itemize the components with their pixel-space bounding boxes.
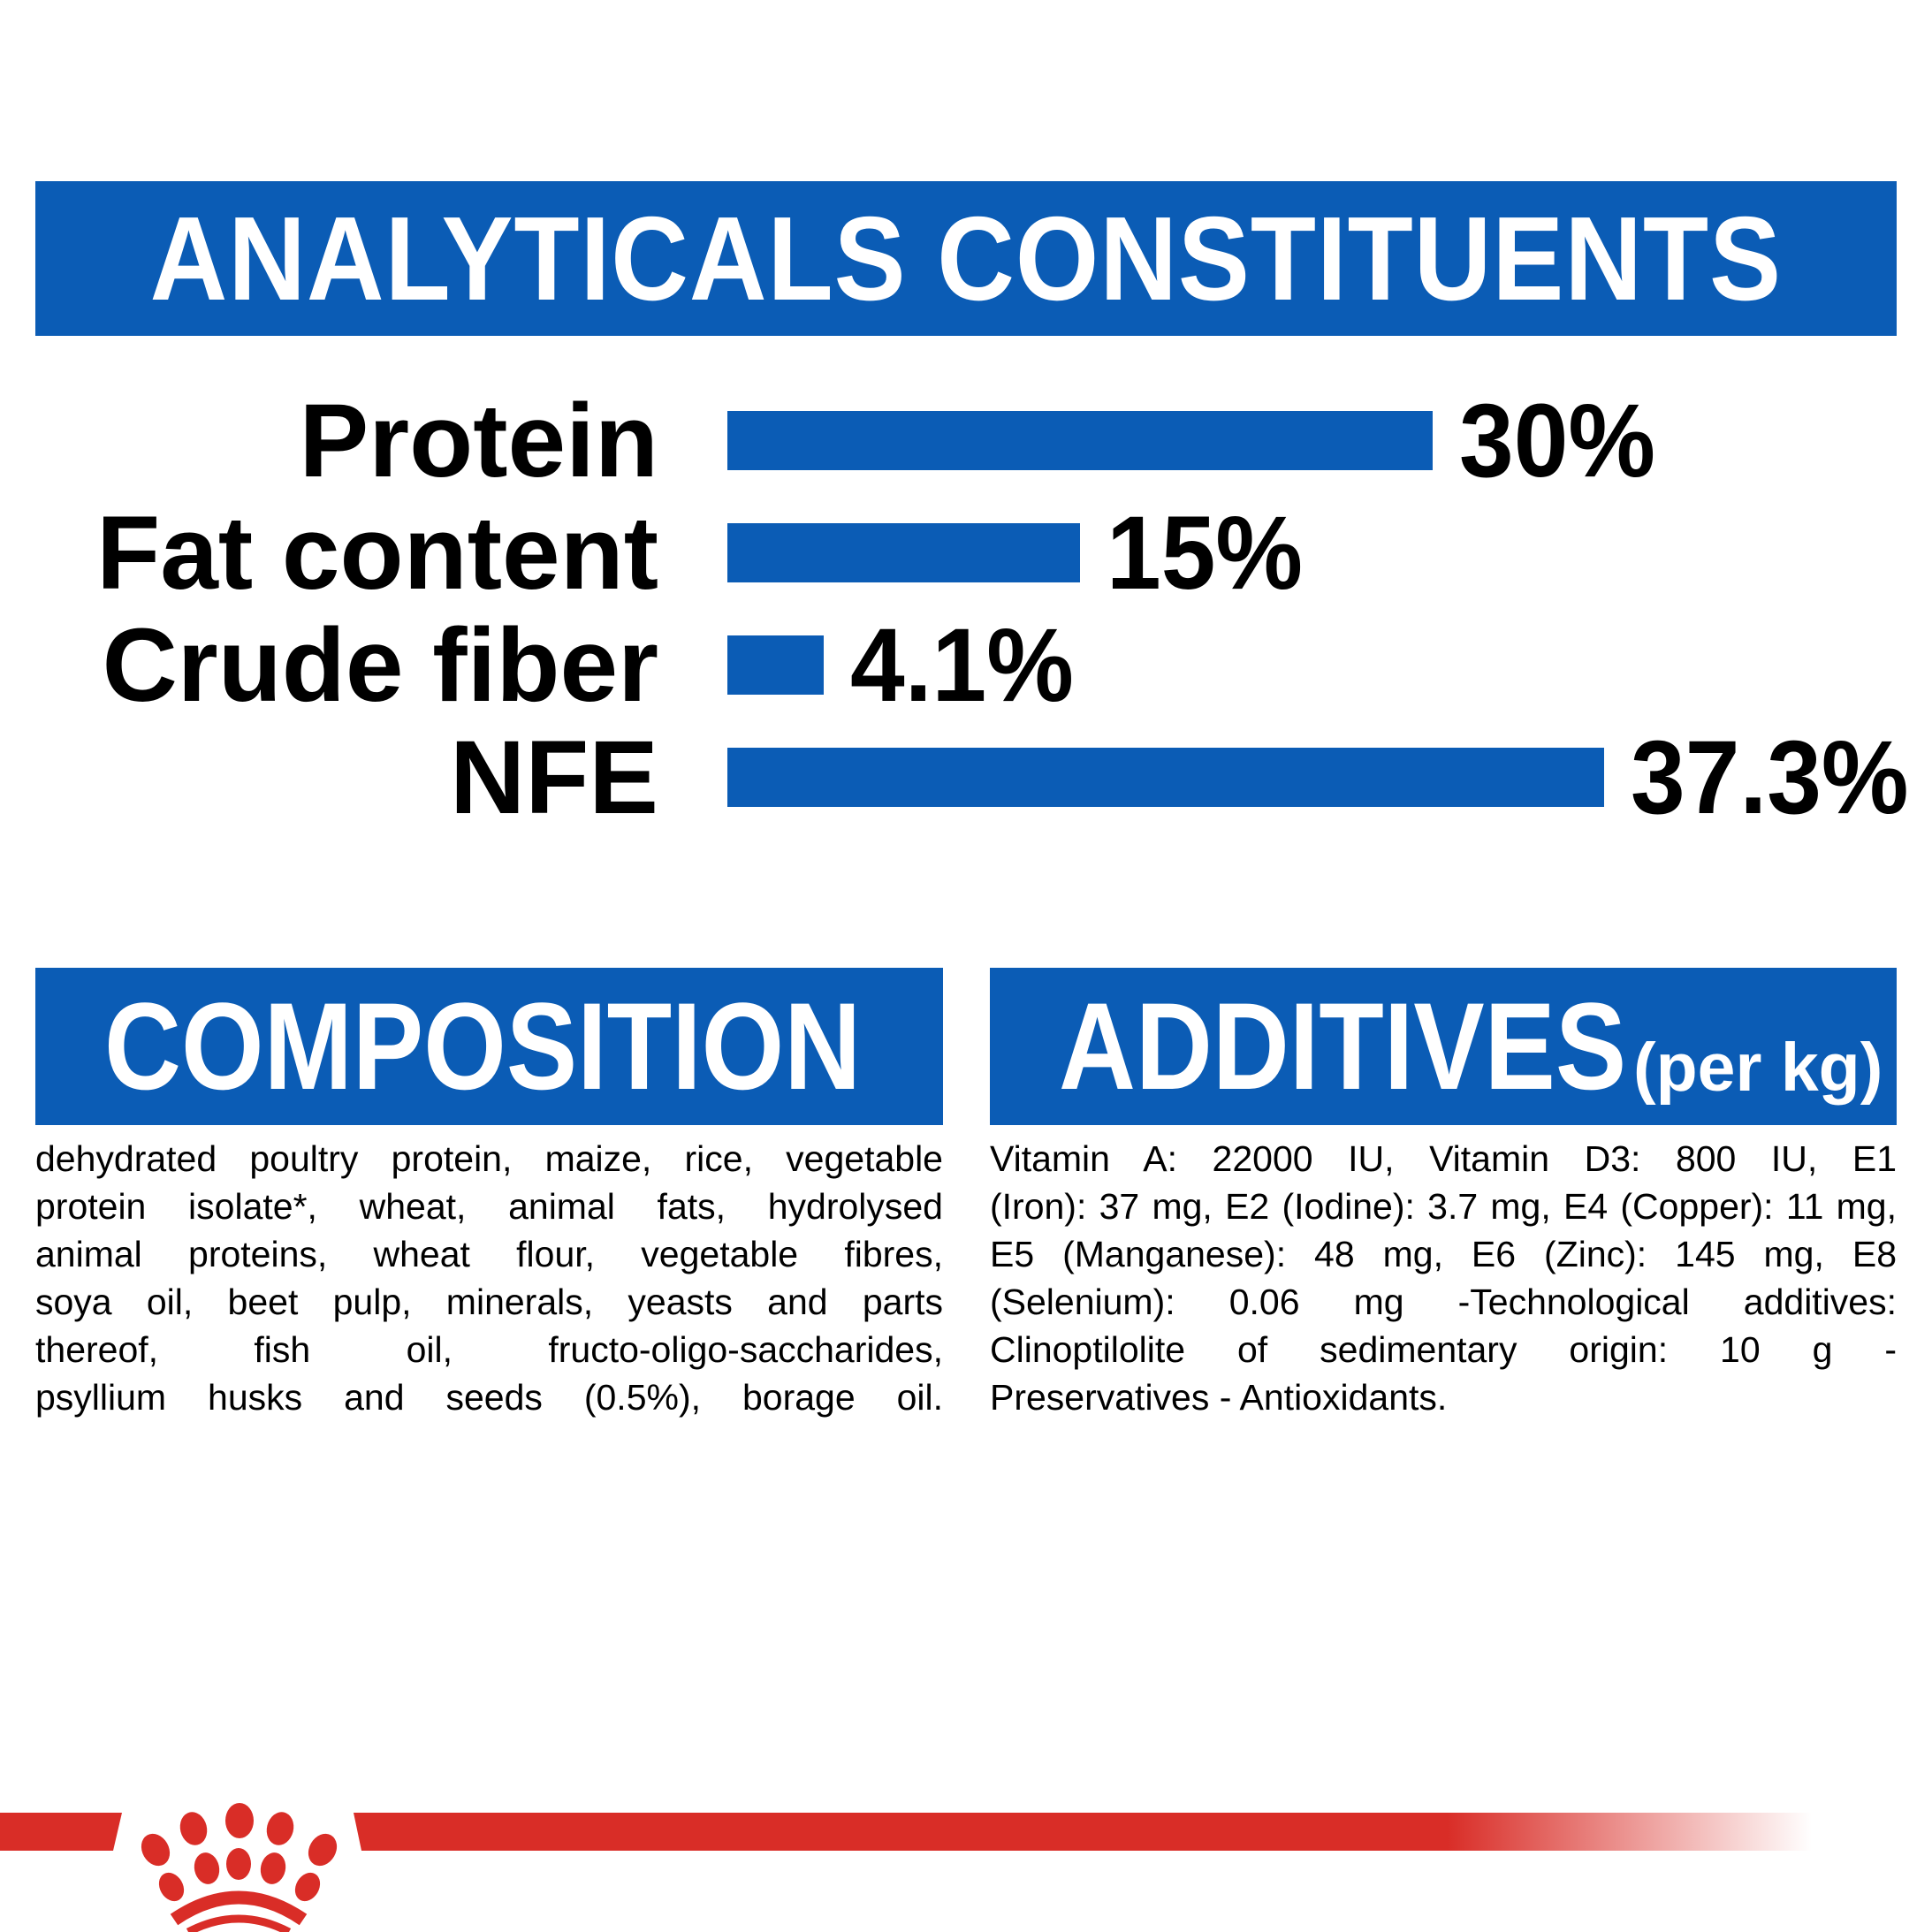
category-label: Crude fiber <box>102 607 658 724</box>
paragraph-line: (Selenium): 0.06 mg -Technological addit… <box>990 1282 1897 1322</box>
bar <box>727 523 1080 582</box>
paragraph-line: dehydrated poultry protein, maize, rice,… <box>35 1138 943 1179</box>
header-banner: ANALYTICALS CONSTITUENTS <box>35 181 1897 336</box>
red-band-right <box>354 1813 1812 1851</box>
category-label: NFE <box>450 719 658 836</box>
category-label: Protein <box>299 383 659 499</box>
composition-title: COMPOSITION <box>104 977 862 1115</box>
paragraph-line: thereof, fish oil, fructo-oligo-sacchari… <box>35 1329 943 1370</box>
additives-title-suffix: (per kg) <box>1633 1030 1883 1106</box>
paragraph-line: (Iron): 37 mg, E2 (Iodine): 3.7 mg, E4 (… <box>990 1186 1897 1227</box>
paragraph-line: Clinoptilolite of sedimentary origin: 10… <box>990 1329 1897 1370</box>
paragraph-line: animal proteins, wheat flour, vegetable … <box>35 1234 943 1274</box>
value-label: 15% <box>1107 495 1304 612</box>
red-band-left <box>0 1813 122 1851</box>
paragraph-line: E5 (Manganese): 48 mg, E6 (Zinc): 145 mg… <box>990 1234 1897 1274</box>
additives-title: ADDITIVES <box>1059 977 1627 1115</box>
paragraph-line: protein isolate*, wheat, animal fats, hy… <box>35 1186 943 1227</box>
composition-banner: COMPOSITION <box>35 968 943 1125</box>
chart-row: NFE 37.3% <box>0 720 1932 835</box>
chart-row: Crude fiber 4.1% <box>0 608 1932 723</box>
value-label: 37.3% <box>1631 719 1909 836</box>
paragraph-line: soya oil, beet pulp, minerals, yeasts an… <box>35 1282 943 1322</box>
category-label: Fat content <box>96 495 658 612</box>
bar <box>727 411 1433 470</box>
additives-banner: ADDITIVES (per kg) <box>990 968 1897 1125</box>
crown-arcs <box>170 1890 308 1932</box>
bar <box>727 635 824 695</box>
value-label: 30% <box>1459 383 1656 499</box>
paragraph-line: Vitamin A: 22000 IU, Vitamin D3: 800 IU,… <box>990 1138 1897 1179</box>
crown-dots <box>141 1803 338 1902</box>
chart-row: Fat content 15% <box>0 496 1932 611</box>
paragraph-line: psyllium husks and seeds (0.5%), borage … <box>35 1377 943 1418</box>
bar <box>727 748 1604 807</box>
paragraph-line: Preservatives - Antioxidants. <box>990 1377 1448 1418</box>
value-label: 4.1% <box>850 607 1074 724</box>
analytical-constituents-chart: Protein 30% Fat content 15% Crude fiber … <box>0 0 1932 893</box>
page-title: ANALYTICALS CONSTITUENTS <box>149 192 1783 325</box>
additives-paragraph: Vitamin A: 22000 IU, Vitamin D3: 800 IU,… <box>990 1135 1897 1421</box>
footer-brand-strip <box>0 1794 1932 1932</box>
chart-row: Protein 30% <box>0 384 1932 498</box>
composition-paragraph: dehydrated poultry protein, maize, rice,… <box>35 1135 943 1421</box>
royal-canin-crown-logo <box>0 1803 1812 1932</box>
